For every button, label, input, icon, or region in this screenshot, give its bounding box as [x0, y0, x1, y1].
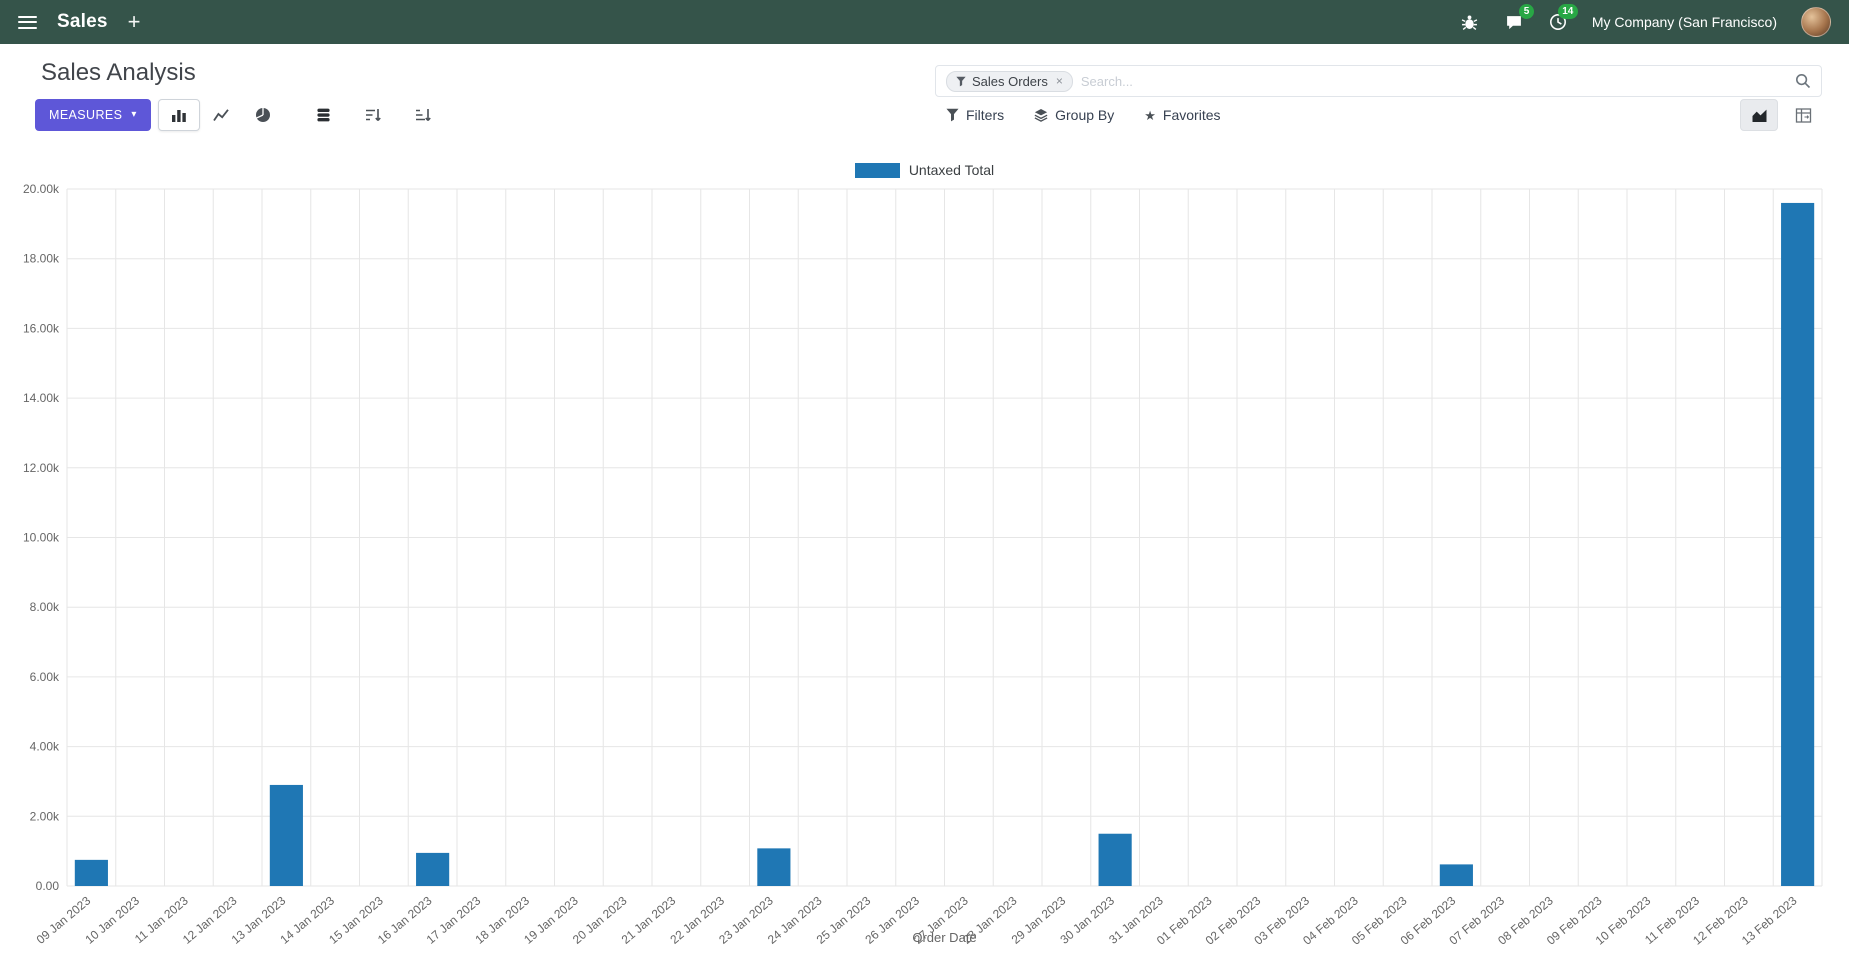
svg-text:0.00: 0.00	[36, 879, 60, 893]
view-switcher	[1740, 99, 1822, 131]
chart-legend[interactable]: Untaxed Total	[0, 162, 1849, 178]
search-options: Filters Group By ★ Favorites	[946, 99, 1221, 131]
bar-chart-icon	[172, 110, 186, 122]
app-title[interactable]: Sales	[57, 11, 108, 32]
chart-type-group	[158, 99, 284, 131]
line-chart-button[interactable]	[200, 99, 242, 131]
svg-text:10 Jan 2023: 10 Jan 2023	[82, 893, 142, 946]
filter-funnel-icon	[946, 108, 959, 122]
chevron-down-icon: ▾	[131, 109, 137, 120]
navbar-right: 5 14 My Company (San Francisco)	[1460, 4, 1831, 37]
area-chart-icon	[1752, 109, 1766, 122]
bar[interactable]	[1781, 202, 1815, 886]
pivot-view-button[interactable]	[1784, 99, 1822, 131]
filters-button[interactable]: Filters	[946, 107, 1004, 123]
apps-menu-icon[interactable]	[18, 15, 37, 29]
svg-text:6.00k: 6.00k	[30, 670, 60, 684]
filter-funnel-icon	[956, 76, 966, 86]
svg-text:10.00k: 10.00k	[23, 531, 60, 545]
sort-ascending-icon	[416, 109, 431, 122]
bar-chart-button[interactable]	[158, 99, 200, 131]
search-facet-label: Sales Orders	[972, 73, 1048, 89]
pie-chart-icon	[255, 107, 270, 122]
svg-text:20.00k: 20.00k	[23, 182, 60, 196]
search-facet-sales-orders[interactable]: Sales Orders ×	[946, 70, 1073, 92]
svg-text:14.00k: 14.00k	[23, 391, 60, 405]
favorites-button[interactable]: ★ Favorites	[1144, 107, 1221, 123]
plus-icon[interactable]: +	[127, 9, 141, 34]
toolbar-row: MEASURES ▾	[0, 99, 1849, 133]
group-by-button[interactable]: Group By	[1034, 107, 1114, 123]
page-title: Sales Analysis	[41, 59, 196, 86]
bar[interactable]	[1439, 864, 1473, 886]
svg-text:2.00k: 2.00k	[30, 809, 60, 823]
activities-clock-icon[interactable]: 14	[1548, 4, 1578, 32]
sales-analysis-bar-chart: 0.00 2.00k 4.00k 6.00k 8.00k 10.00k 12.00k 14.0…	[23, 182, 1823, 948]
layers-icon	[1034, 109, 1048, 122]
search-icon[interactable]	[1795, 73, 1811, 89]
remove-facet-icon[interactable]: ×	[1055, 74, 1063, 88]
chart-options-group	[305, 99, 441, 131]
search-input[interactable]	[1080, 73, 1787, 89]
svg-text:4.00k: 4.00k	[30, 740, 60, 754]
svg-text:16.00k: 16.00k	[23, 321, 60, 335]
svg-text:Order Date: Order Date	[912, 930, 976, 945]
sort-descending-icon	[366, 109, 381, 122]
messages-badge: 5	[1519, 4, 1534, 19]
company-switcher[interactable]: My Company (San Francisco)	[1591, 14, 1777, 30]
navbar-left: Sales +	[18, 11, 141, 33]
line-chart-icon	[213, 109, 229, 122]
search-bar[interactable]: Sales Orders ×	[935, 65, 1822, 97]
bar[interactable]	[757, 848, 791, 886]
bug-icon[interactable]	[1460, 12, 1480, 32]
svg-text:8.00k: 8.00k	[30, 600, 60, 614]
bar[interactable]	[1098, 833, 1132, 886]
top-navbar: Sales + 5 14 My Company (San Francisco)	[0, 0, 1849, 44]
legend-swatch	[854, 162, 900, 178]
graph-view-button[interactable]	[1740, 99, 1778, 131]
pie-chart-button[interactable]	[242, 99, 284, 131]
bar[interactable]	[269, 784, 303, 886]
svg-text:12.00k: 12.00k	[23, 461, 60, 475]
chart-region: Untaxed Total 0.00 2.00k 4.00k 6.00k 8.00k 10…	[0, 140, 1849, 958]
star-icon: ★	[1144, 107, 1156, 123]
sort-ascending-button[interactable]	[405, 99, 441, 131]
bar[interactable]	[416, 852, 450, 886]
activities-badge: 14	[1557, 4, 1578, 19]
legend-label: Untaxed Total	[908, 162, 995, 178]
pivot-table-icon	[1795, 107, 1811, 123]
messages-icon[interactable]: 5	[1504, 4, 1534, 32]
svg-text:18.00k: 18.00k	[23, 252, 60, 266]
stacked-toggle-button[interactable]	[305, 99, 341, 131]
control-panel: Sales Analysis Sales Orders × MEASURES ▾	[0, 44, 1849, 140]
user-avatar[interactable]	[1801, 7, 1831, 37]
sort-descending-button[interactable]	[355, 99, 391, 131]
bar[interactable]	[74, 859, 108, 886]
measures-button[interactable]: MEASURES ▾	[35, 99, 151, 131]
stacked-layers-icon	[316, 108, 330, 122]
